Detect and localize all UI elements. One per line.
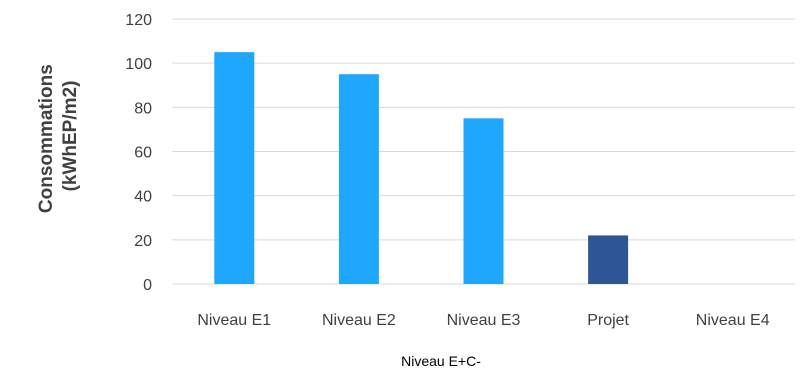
x-tick-labels: Niveau E1 Niveau E2 Niveau E3 Projet Niveau … bbox=[197, 312, 769, 329]
y-tick-label: 100 bbox=[125, 56, 152, 73]
y-tick-label: 120 bbox=[125, 12, 152, 29]
x-tick-label: Niveau E2 bbox=[322, 312, 396, 329]
y-tick-label: 20 bbox=[134, 233, 152, 250]
bar-niveau-e2 bbox=[338, 74, 379, 284]
y-tick-label: 0 bbox=[143, 277, 152, 294]
bars bbox=[214, 52, 629, 284]
y-axis-label-line-1: Consommations bbox=[36, 64, 57, 213]
y-tick-label: 80 bbox=[134, 100, 152, 117]
y-axis-label-line-2: (kWhEP/m2) bbox=[60, 81, 81, 192]
y-axis-label: Consommations (kWhEP/m2) bbox=[36, 59, 81, 213]
x-tick-label: Projet bbox=[587, 312, 629, 329]
bar-niveau-e1 bbox=[214, 52, 255, 284]
x-tick-label: Niveau E4 bbox=[696, 312, 770, 329]
y-tick-label: 40 bbox=[134, 189, 152, 206]
bar-projet bbox=[588, 235, 629, 284]
bar-niveau-e3 bbox=[463, 118, 504, 284]
y-tick-labels: 0 20 40 60 80 100 120 bbox=[125, 12, 152, 294]
x-tick-label: Niveau E1 bbox=[197, 312, 271, 329]
x-tick-label: Niveau E3 bbox=[447, 312, 521, 329]
x-axis-label: Niveau E+C- bbox=[401, 353, 481, 369]
y-tick-label: 60 bbox=[134, 145, 152, 162]
